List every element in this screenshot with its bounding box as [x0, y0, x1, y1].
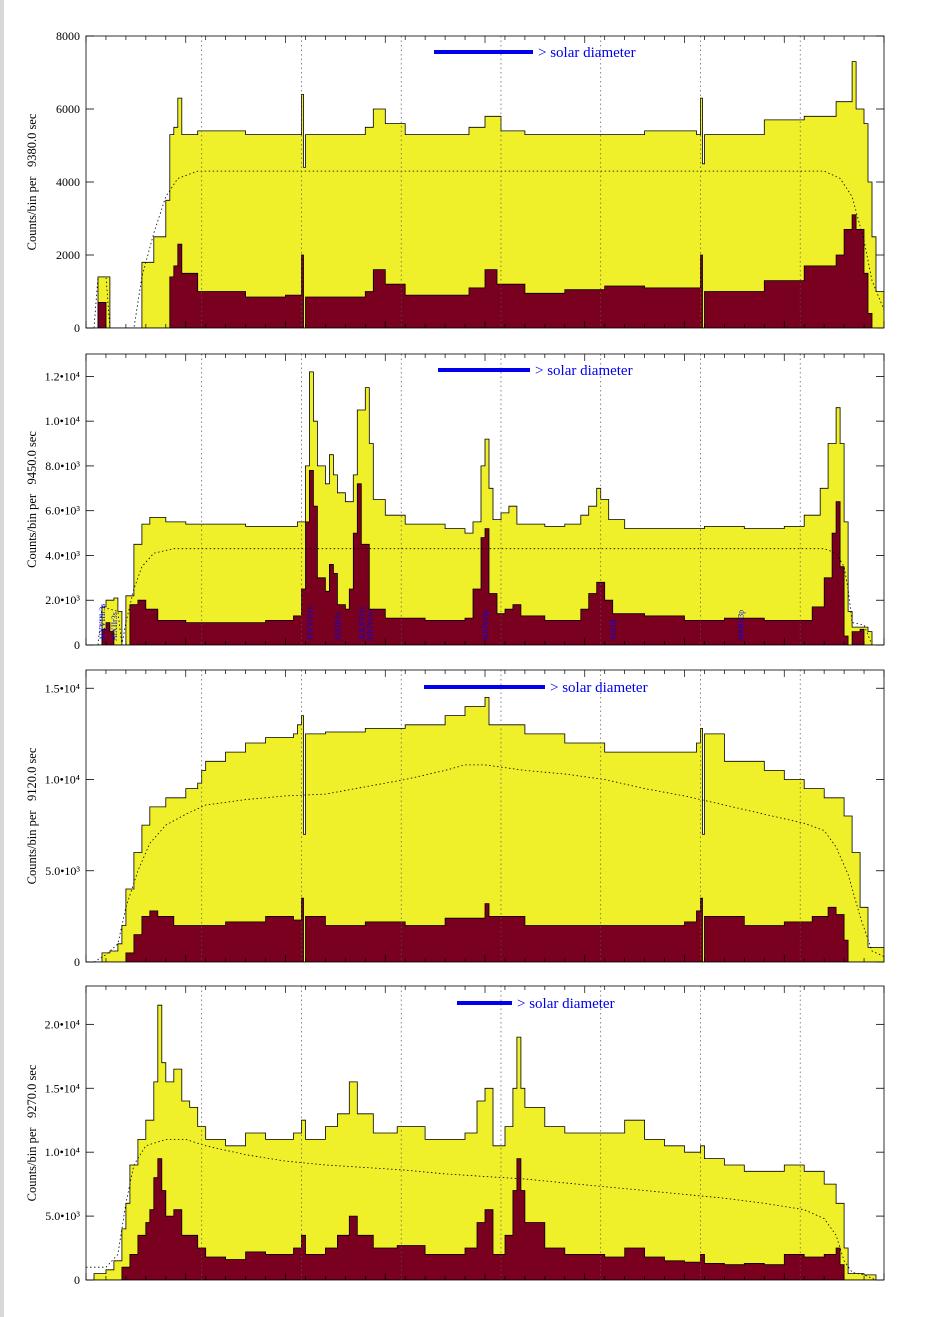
series-total-histogram: [86, 1004, 877, 1280]
y-tick-label: 1.0•10⁴: [45, 414, 80, 428]
chart-panel-4: 0 5.0•10³ 1.0•10⁴ 1.5•10⁴ 2.0•10⁴ Counts/bin …: [25, 985, 885, 1287]
spectral-line-label: AlXIIr3s: [110, 612, 119, 641]
y-tick-label: 0: [74, 321, 80, 335]
solar-diameter-note: > solar diameter: [550, 680, 648, 696]
series-total-histogram: [86, 371, 884, 645]
y-axis-label: Counts/bin per 9270.0 sec: [25, 1064, 39, 1201]
spectral-line-label: AlXXVr1s: [357, 606, 366, 641]
y-tick-label: 1.0•10⁴: [45, 773, 80, 787]
spectral-line-label: AlXVIIr1s: [305, 606, 314, 641]
solar-diameter-note: > solar diameter: [538, 45, 636, 61]
series-inner-histogram: [86, 897, 884, 962]
y-tick-label: 0: [74, 955, 80, 969]
spectral-line-label: AlXVIIIr3s: [98, 604, 107, 641]
spectral-line-label: AlXIIr1s: [333, 612, 342, 641]
y-tick-label: 1.2•10⁴: [45, 369, 80, 383]
plot-area: [86, 354, 884, 645]
plot-area: [86, 36, 884, 328]
spectral-line-label: AlXIII: [609, 619, 618, 641]
chart-panel-3: 0 5.0•10³ 1.0•10⁴ 1.5•10⁴ Counts/bin per 912…: [25, 669, 885, 969]
y-axis-label: Counts/bin per 9450.0 sec: [25, 431, 39, 568]
y-tick-label: 0: [74, 1273, 80, 1287]
spectral-line-label: SiXIVr1s: [365, 611, 374, 641]
series-total-histogram: [86, 61, 884, 328]
y-axis-label: Counts/bin per 9380.0 sec: [25, 113, 39, 250]
spectral-line-label: SiXIVr3p: [481, 610, 490, 641]
y-tick-label: 1.5•10⁴: [45, 1081, 80, 1095]
y-tick-label: 6000: [56, 102, 80, 116]
y-tick-label: 1.0•10⁴: [45, 1145, 80, 1159]
y-tick-label: 4.0•10³: [45, 548, 80, 562]
series-inner-histogram: [86, 1158, 876, 1280]
plot-area: [86, 986, 877, 1280]
y-tick-label: 6.0•10³: [45, 504, 80, 518]
series-smooth-curve: [93, 170, 884, 328]
y-axis-label: Counts/bin per 9120.0 sec: [25, 747, 39, 884]
chart-panel-2: 0 2.0•10³ 4.0•10³ 6.0•10³ 8.0•10³ 1.0•10⁴ 1.2•…: [25, 353, 885, 652]
y-tick-label: 0: [74, 638, 80, 652]
series-inner-histogram: [86, 470, 884, 645]
series-total-histogram: [86, 697, 884, 962]
series-inner-histogram: [86, 214, 884, 328]
y-tick-label: 2000: [56, 248, 80, 262]
page-edge: [0, 0, 4, 1317]
solar-diameter-note: > solar diameter: [517, 996, 615, 1012]
y-tick-label: 2.0•10⁴: [45, 1017, 80, 1031]
y-tick-label: 4000: [56, 175, 80, 189]
plot-area: [86, 670, 884, 962]
y-tick-label: 1.5•10⁴: [45, 681, 80, 695]
solar-diameter-note: > solar diameter: [535, 363, 633, 379]
y-tick-label: 8.0•10³: [45, 459, 80, 473]
chart-panel-1: 0 2000 4000 6000 8000 Counts/bin per 9380.0 s…: [25, 29, 885, 335]
y-tick-label: 5.0•10³: [45, 864, 80, 878]
series-smooth-curve: [86, 1139, 877, 1280]
y-tick-label: 2.0•10³: [45, 593, 80, 607]
spectral-line-label: SiXIIIr3p: [736, 610, 745, 641]
y-tick-label: 5.0•10³: [45, 1209, 80, 1223]
y-tick-label: 8000: [56, 29, 80, 43]
